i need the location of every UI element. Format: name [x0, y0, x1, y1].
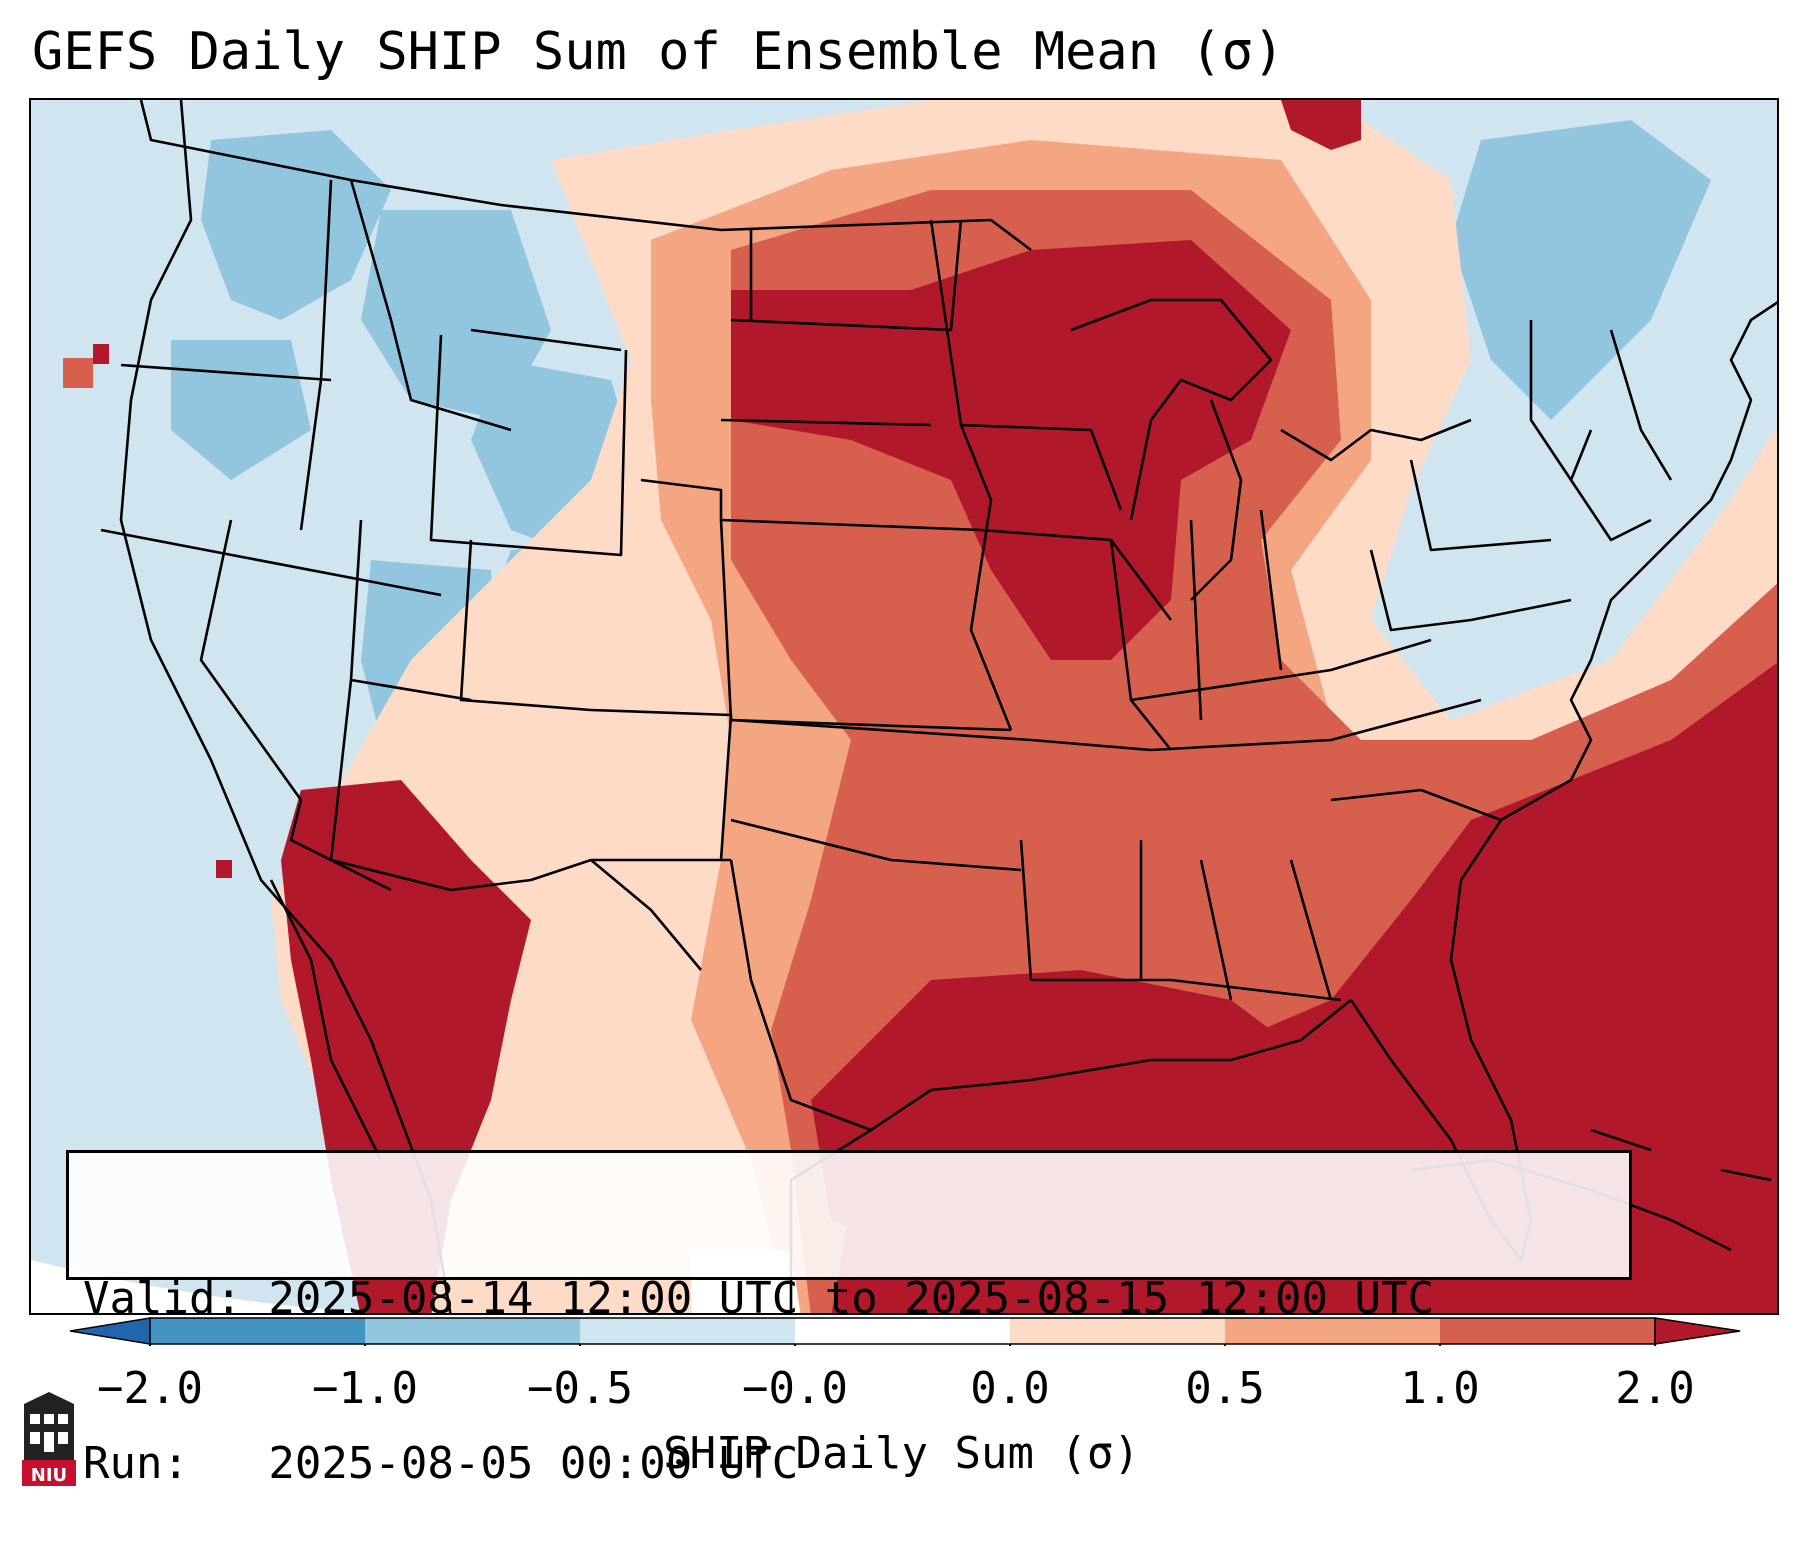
niu-logo-icon: NIU: [22, 1392, 76, 1486]
valid-time-text: Valid: 2025-08-14 12:00 UTC to 2025-08-1…: [83, 1273, 1435, 1324]
colorbar-under-arrow: [70, 1317, 151, 1345]
shading-pacific-cell: [63, 358, 93, 388]
chart-title: GEFS Daily SHIP Sum of Ensemble Mean (σ): [32, 22, 1285, 82]
colorbar-tick-label: −0.5: [527, 1363, 633, 1414]
colorbar-bin-3: [580, 1318, 795, 1344]
colorbar-tick-label: 2.0: [1615, 1363, 1695, 1414]
colorbar: [70, 1317, 1741, 1346]
run-time-text: Run: 2025-08-05 00:00 UTC: [83, 1438, 799, 1489]
projection-edge-left: [31, 1260, 372, 1313]
colorbar-tick-label: 1.0: [1400, 1363, 1480, 1414]
colorbar-tick-label: −2.0: [97, 1363, 203, 1414]
colorbar-tick-label: 0.5: [1185, 1363, 1265, 1414]
shading-pacific-cell-3: [216, 860, 232, 878]
colorbar-label: SHIP Daily Sum (σ): [663, 1428, 1140, 1479]
shading-blue-northeast: [1451, 120, 1711, 420]
shading-layer: [31, 100, 1777, 1313]
colorbar-over-arrow: [1654, 1317, 1741, 1345]
colorbar-bin-1: [150, 1318, 365, 1344]
colorbar-bin-4: [795, 1318, 1010, 1344]
colorbar-tick-label: −0.0: [742, 1363, 848, 1414]
colorbar-outline: [149, 1317, 1656, 1345]
niu-logo-text: NIU: [31, 1465, 67, 1486]
colorbar-bin-2: [365, 1318, 580, 1344]
shading-darkred-midwest: [731, 240, 1291, 660]
map-panel[interactable]: [29, 98, 1779, 1315]
colorbar-bin-7: [1440, 1318, 1655, 1344]
validity-info-box: Valid: 2025-08-14 12:00 UTC to 2025-08-1…: [66, 1150, 1632, 1489]
colorbar-tick-label: 0.0: [970, 1363, 1050, 1414]
colorbar-tick-label: −1.0: [312, 1363, 418, 1414]
colorbar-bin-5: [1010, 1318, 1225, 1344]
colorbar-bin-6: [1225, 1318, 1440, 1344]
shading-pacific-cell-2: [93, 344, 109, 364]
shading-darkred-ontario: [1281, 100, 1361, 150]
